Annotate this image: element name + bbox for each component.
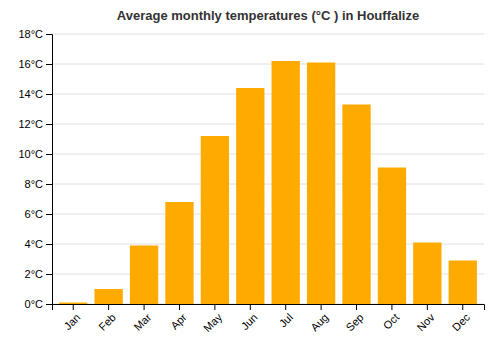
tick-label: 12°C — [18, 118, 43, 130]
tick-label: Jun — [239, 311, 260, 332]
tick-mark — [46, 244, 52, 245]
tick-label: Mar — [132, 311, 154, 333]
tick-mark — [462, 304, 463, 310]
tick: Apr — [168, 304, 189, 332]
bar — [378, 168, 406, 305]
tick-label: Sep — [344, 311, 366, 333]
tick-label: 10°C — [18, 148, 43, 160]
plot-area: 0°C 2°C 4°C 6°C 8°C 10°C 12°C 14°C 16°C 18°C Jan Fe… — [18, 28, 484, 334]
bar — [449, 261, 477, 305]
tick: 0°C — [25, 298, 52, 310]
bars — [59, 61, 477, 304]
tick: 16°C — [18, 58, 52, 70]
tick: May — [201, 304, 225, 334]
tick-mark — [285, 304, 286, 310]
tick-label: 18°C — [18, 28, 43, 40]
bar — [201, 136, 229, 304]
tick: Sep — [344, 304, 366, 333]
tick-mark — [46, 34, 52, 35]
tick-label: Feb — [96, 311, 118, 333]
tick-mark — [46, 274, 52, 275]
tick: 18°C — [18, 28, 52, 40]
tick: Jan — [62, 304, 83, 332]
tick-mark — [46, 154, 52, 155]
bar — [94, 289, 122, 304]
tick-label: May — [201, 311, 225, 335]
x-axis: Jan Feb Mar Apr May Jun Jul Aug Sep Oct Nov Dec — [53, 304, 485, 334]
bar — [307, 63, 335, 305]
tick: 10°C — [18, 148, 52, 160]
tick-mark — [356, 304, 357, 310]
bar — [130, 246, 158, 305]
tick: Nov — [414, 304, 437, 333]
tick-label: Jan — [62, 311, 83, 332]
tick: Aug — [308, 304, 330, 333]
bar — [272, 61, 300, 304]
tick-label: Aug — [308, 311, 330, 333]
tick-mark — [46, 64, 52, 65]
tick: Feb — [96, 304, 118, 333]
tick-label: Apr — [168, 311, 189, 332]
tick-mark — [321, 304, 322, 310]
tick: Oct — [381, 304, 402, 332]
tick-label: 4°C — [25, 238, 44, 250]
bar — [236, 88, 264, 304]
tick-mark — [214, 304, 215, 310]
tick: Jul — [277, 304, 295, 330]
tick-mark — [46, 184, 52, 185]
tick-label: 2°C — [25, 268, 44, 280]
tick: 14°C — [18, 88, 52, 100]
tick-mark — [391, 304, 392, 310]
grid — [52, 34, 484, 304]
bar — [59, 303, 87, 305]
title: Average monthly temperatures (°C ) in Ho… — [117, 8, 419, 23]
tick: Mar — [132, 304, 154, 333]
tick-mark — [144, 304, 145, 310]
bar — [342, 105, 370, 305]
tick: 6°C — [25, 208, 52, 220]
tick: 12°C — [18, 118, 52, 130]
tick: Jun — [239, 304, 260, 332]
tick-mark — [427, 304, 428, 310]
chart: 0°C 2°C 4°C 6°C 8°C 10°C 12°C 14°C 16°C 18°C Jan Fe… — [0, 0, 500, 350]
tick-label: 6°C — [25, 208, 44, 220]
tick-mark — [46, 124, 52, 125]
tick-mark — [46, 94, 52, 95]
bar — [165, 202, 193, 304]
axis-line — [53, 305, 485, 311]
axis-line — [46, 35, 53, 305]
tick-mark — [73, 304, 74, 310]
tick: Dec — [450, 304, 473, 333]
tick: 4°C — [25, 238, 52, 250]
tick-mark — [108, 304, 109, 310]
grid-line — [52, 64, 484, 65]
tick-label: Jul — [277, 311, 295, 329]
tick-mark — [179, 304, 180, 310]
grid-line — [52, 154, 484, 155]
tick-mark — [250, 304, 251, 310]
tick-mark — [46, 304, 52, 305]
tick-label: 0°C — [25, 298, 44, 310]
grid-line — [52, 94, 484, 95]
tick-label: Oct — [381, 311, 402, 332]
tick: 8°C — [25, 178, 52, 190]
grid-line — [52, 184, 484, 185]
grid-line — [52, 34, 484, 35]
tick-label: Dec — [450, 311, 473, 334]
tick-label: 14°C — [18, 88, 43, 100]
tick: 2°C — [25, 268, 52, 280]
y-axis: 0°C 2°C 4°C 6°C 8°C 10°C 12°C 14°C 16°C 18°C — [18, 28, 52, 310]
tick-label: Nov — [414, 311, 437, 334]
bar — [413, 243, 441, 305]
tick-label: 16°C — [18, 58, 43, 70]
tick-mark — [46, 214, 52, 215]
tick-label: 8°C — [25, 178, 44, 190]
grid-line — [52, 214, 484, 215]
grid-line — [52, 124, 484, 125]
